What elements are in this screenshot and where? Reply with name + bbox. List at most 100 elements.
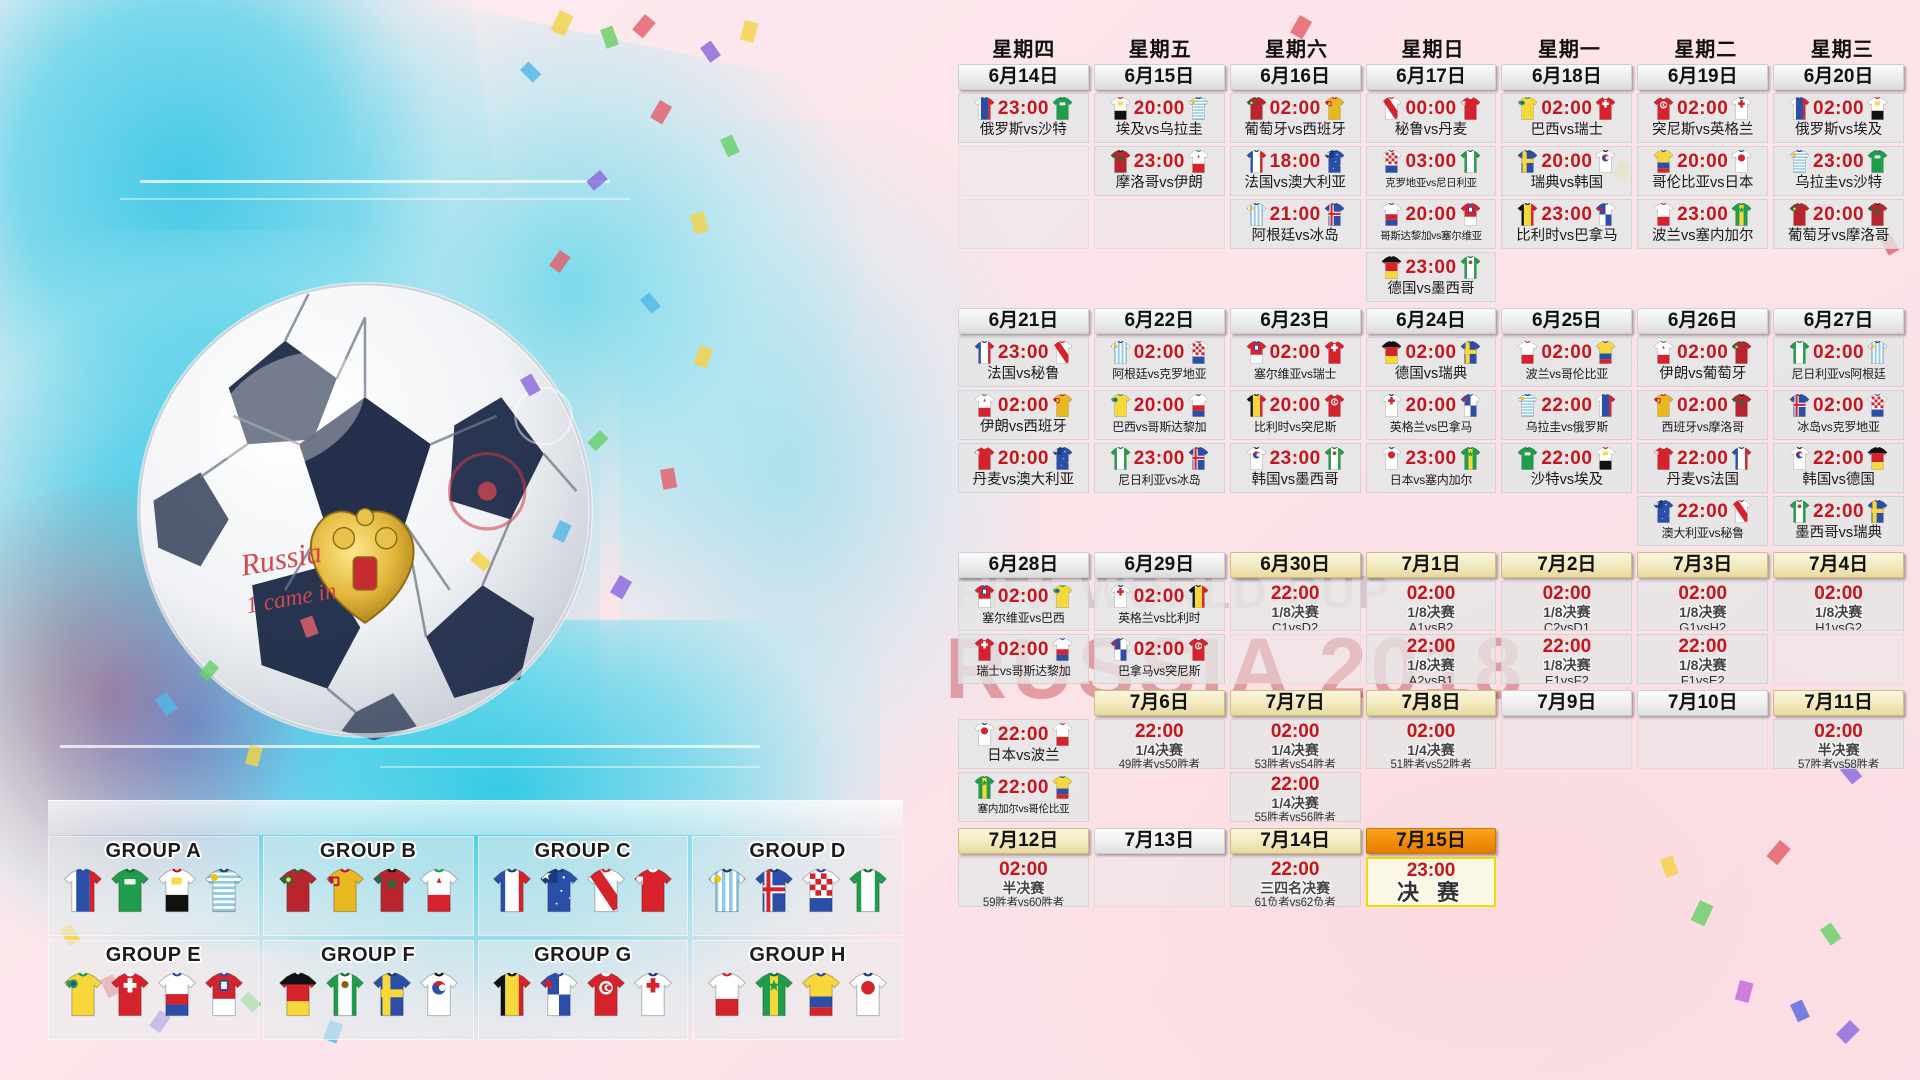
date-cell[interactable]: 6月21日 [958,308,1089,334]
match-cell[interactable]: 02:00 西班牙vs摩洛哥 [1637,390,1769,440]
match-cell[interactable]: 02:00 英格兰vs比利时 [1093,581,1225,631]
match-cell[interactable]: 22:00 墨西哥vs瑞典 [1773,496,1905,546]
group-card-a[interactable]: GROUP A [48,836,259,936]
final-match-cell[interactable]: 23:00 决 赛 [1365,857,1497,907]
date-cell[interactable]: 6月24日 [1365,308,1497,334]
match-cell[interactable]: 23:00 比利时vs巴拿马 [1501,199,1633,249]
match-cell[interactable]: 23:00 俄罗斯vs沙特 [958,93,1089,143]
knockout-match-cell[interactable]: 22:00 1/8决赛 A2vsB1 [1365,634,1497,684]
knockout-match-cell[interactable]: 02:00 1/8决赛 H1vsG2 [1773,581,1905,631]
group-card-d[interactable]: GROUP D [692,836,903,936]
knockout-match-cell[interactable]: 02:00 1/8决赛 A1vsB2 [1365,581,1497,631]
date-cell[interactable]: 6月17日 [1365,64,1497,90]
date-cell[interactable]: 7月8日 [1365,690,1497,716]
date-cell[interactable]: 7月13日 [1093,828,1225,854]
date-cell[interactable]: 6月18日 [1501,64,1633,90]
date-cell[interactable]: 7月4日 [1773,552,1905,578]
match-cell[interactable]: 22:00 乌拉圭vs俄罗斯 [1501,390,1633,440]
knockout-match-cell[interactable]: 22:00 1/8决赛 E1vsF2 [1501,634,1633,684]
match-cell[interactable]: 02:00 巴西vs瑞士 [1501,93,1633,143]
date-cell[interactable]: 6月26日 [1637,308,1769,334]
date-cell[interactable]: 7月9日 [1501,690,1633,716]
knockout-match-cell[interactable]: 02:00 1/8决赛 C2vsD1 [1501,581,1633,631]
match-cell[interactable]: 02:00 阿根廷vs克罗地亚 [1093,337,1225,387]
match-cell[interactable]: 22:00 丹麦vs法国 [1637,443,1769,493]
match-cell[interactable]: 20:00 巴西vs哥斯达黎加 [1093,390,1225,440]
match-cell[interactable]: 02:00 俄罗斯vs埃及 [1773,93,1905,143]
match-cell[interactable]: 18:00 法国vs澳大利亚 [1229,146,1361,196]
match-cell[interactable]: 23:00 波兰vs塞内加尔 [1637,199,1769,249]
knockout-match-cell[interactable]: 22:00 1/8决赛 C1vsD2 [1229,581,1361,631]
date-cell[interactable]: 6月25日 [1501,308,1633,334]
match-cell[interactable]: 02:00 尼日利亚vs阿根廷 [1773,337,1905,387]
date-cell[interactable]: 7月3日 [1637,552,1769,578]
group-card-f[interactable]: GROUP F [262,940,474,1040]
group-card-b[interactable]: GROUP B [262,836,474,936]
match-cell[interactable]: 20:00 英格兰vs巴拿马 [1365,390,1497,440]
match-cell[interactable]: 02:00 突尼斯vs英格兰 [1637,93,1769,143]
match-cell[interactable]: 23:00 日本vs塞内加尔 [1365,443,1497,493]
date-cell[interactable]: 6月30日 [1229,552,1361,578]
date-cell[interactable]: 6月22日 [1093,308,1225,334]
date-cell[interactable]: 7月10日 [1637,690,1769,716]
match-cell[interactable]: 02:00 伊朗vs葡萄牙 [1637,337,1769,387]
match-cell[interactable]: 02:00 塞尔维亚vs巴西 [958,581,1089,631]
date-cell[interactable]: 6月29日 [1093,552,1225,578]
date-cell[interactable]: 6月16日 [1229,64,1361,90]
match-cell[interactable]: 02:00 伊朗vs西班牙 [958,390,1089,440]
match-cell[interactable]: 20:00 比利时vs突尼斯 [1229,390,1361,440]
match-cell[interactable]: 20:00 埃及vs乌拉圭 [1093,93,1225,143]
match-cell[interactable]: 20:00 哥斯达黎加vs塞尔维亚 [1365,199,1497,249]
date-cell[interactable]: 6月14日 [958,64,1089,90]
date-cell[interactable]: 7月2日 [1501,552,1633,578]
match-cell[interactable]: 20:00 哥伦比亚vs日本 [1637,146,1769,196]
knockout-match-cell[interactable]: 02:00 1/4决赛 53胜者vs54胜者 [1229,719,1361,769]
date-cell[interactable]: 6月19日 [1637,64,1769,90]
knockout-match-cell[interactable]: 22:00 三四名决赛 61负者vs62负者 [1229,857,1361,907]
match-cell[interactable]: 23:00 尼日利亚vs冰岛 [1093,443,1225,493]
match-cell[interactable]: 21:00 阿根廷vs冰岛 [1229,199,1361,249]
date-cell-final[interactable]: 7月15日 [1365,828,1497,854]
group-card-e[interactable]: GROUP E [48,940,259,1040]
match-cell[interactable]: 20:00 丹麦vs澳大利亚 [958,443,1089,493]
group-card-c[interactable]: GROUP C [477,836,689,936]
date-cell[interactable]: 7月14日 [1229,828,1361,854]
match-cell[interactable]: 03:00 克罗地亚vs尼日利亚 [1365,146,1497,196]
knockout-match-cell[interactable]: 02:00 1/8决赛 G1vsH2 [1637,581,1769,631]
match-cell[interactable]: 22:00 韩国vs德国 [1773,443,1905,493]
match-cell[interactable]: 23:00 韩国vs墨西哥 [1229,443,1361,493]
match-cell[interactable]: 02:00 葡萄牙vs西班牙 [1229,93,1361,143]
date-cell[interactable]: 6月23日 [1229,308,1361,334]
knockout-match-cell[interactable]: 22:00 1/4决赛 55胜者vs56胜者 [1229,772,1361,822]
match-cell[interactable]: 22:00 澳大利亚vs秘鲁 [1637,496,1769,546]
date-cell[interactable]: 7月6日 [1093,690,1225,716]
match-cell[interactable]: 23:00 摩洛哥vs伊朗 [1093,146,1225,196]
match-cell[interactable]: 02:00 冰岛vs克罗地亚 [1773,390,1905,440]
match-cell[interactable]: 22:00 日本vs波兰 [958,719,1089,769]
knockout-match-cell[interactable]: 02:00 半决赛 59胜者vs60胜者 [958,857,1089,907]
date-cell[interactable]: 7月7日 [1229,690,1361,716]
knockout-match-cell[interactable]: 22:00 1/8决赛 F1vsE2 [1637,634,1769,684]
date-cell[interactable]: 7月1日 [1365,552,1497,578]
group-card-h[interactable]: GROUP H [692,940,903,1040]
match-cell[interactable]: 22:00 塞内加尔vs哥伦比亚 [958,772,1089,822]
match-cell[interactable]: 23:00 法国vs秘鲁 [958,337,1089,387]
match-cell[interactable]: 02:00 塞尔维亚vs瑞士 [1229,337,1361,387]
match-cell[interactable]: 02:00 巴拿马vs突尼斯 [1093,634,1225,684]
match-cell[interactable]: 02:00 波兰vs哥伦比亚 [1501,337,1633,387]
date-cell[interactable]: 6月28日 [958,552,1089,578]
match-cell[interactable]: 02:00 德国vs瑞典 [1365,337,1497,387]
match-cell[interactable]: 20:00 葡萄牙vs摩洛哥 [1773,199,1905,249]
match-cell[interactable]: 23:00 德国vs墨西哥 [1365,252,1497,302]
date-cell[interactable]: 6月15日 [1093,64,1225,90]
group-card-g[interactable]: GROUP G [477,940,689,1040]
match-cell[interactable]: 02:00 瑞士vs哥斯达黎加 [958,634,1089,684]
knockout-match-cell[interactable]: 02:00 1/4决赛 51胜者vs52胜者 [1365,719,1497,769]
date-cell[interactable]: 6月20日 [1773,64,1905,90]
knockout-match-cell[interactable]: 22:00 1/4决赛 49胜者vs50胜者 [1093,719,1225,769]
knockout-match-cell[interactable]: 02:00 半决赛 57胜者vs58胜者 [1773,719,1905,769]
date-cell[interactable]: 6月27日 [1773,308,1905,334]
match-cell[interactable]: 20:00 瑞典vs韩国 [1501,146,1633,196]
match-cell[interactable]: 00:00 秘鲁vs丹麦 [1365,93,1497,143]
date-cell[interactable]: 7月12日 [958,828,1089,854]
